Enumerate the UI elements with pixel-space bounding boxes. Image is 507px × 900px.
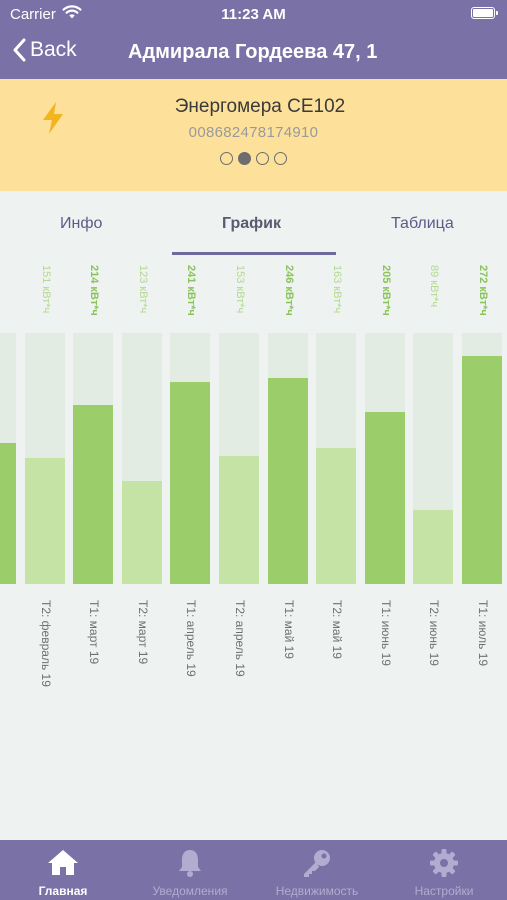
bar-value-label: 163 кВт*ч bbox=[331, 265, 344, 314]
bar[interactable] bbox=[0, 443, 16, 584]
bar-category-label: T2: апрель 19 bbox=[233, 600, 247, 677]
bar-value-label: 123 кВт*ч bbox=[136, 265, 149, 314]
status-bar: Carrier 11:23 AM bbox=[0, 0, 507, 28]
clock: 11:23 AM bbox=[221, 6, 286, 23]
consumption-chart[interactable]: 151 кВт*ч T2: февраль 19 214 кВт*ч T1: март… bbox=[0, 257, 507, 840]
bar-value-label: 241 кВт*ч bbox=[185, 265, 198, 316]
tab-chart[interactable]: График bbox=[222, 215, 281, 232]
bar-category-label: T2: март 19 bbox=[135, 600, 150, 665]
view-tabs: Инфо График Таблица bbox=[0, 191, 507, 257]
bar-value-label: 151 кВт*ч bbox=[39, 265, 52, 314]
wifi-icon bbox=[62, 4, 82, 24]
bar-category-label: T2: февраль 19 bbox=[38, 600, 53, 687]
bar-category-label: T2: май 19 bbox=[330, 600, 345, 659]
bar[interactable] bbox=[462, 356, 502, 584]
tabbar-label: Недвижимость bbox=[275, 884, 359, 898]
bar-category-label: T1: март 19 bbox=[87, 600, 102, 665]
bar-value-label: 205 кВт*ч bbox=[379, 265, 392, 316]
tabbar-home[interactable]: Главная bbox=[0, 840, 126, 900]
bar-value-label: 214 кВт*ч bbox=[88, 265, 101, 316]
bar[interactable] bbox=[73, 404, 114, 584]
meter-serial: 008682478174910 bbox=[188, 124, 319, 141]
page-dot[interactable] bbox=[274, 152, 287, 165]
tab-info[interactable]: Инфо bbox=[60, 215, 103, 232]
key-icon bbox=[254, 848, 380, 878]
page-indicator[interactable] bbox=[220, 152, 292, 165]
page-dot[interactable] bbox=[238, 152, 251, 165]
active-tab-indicator bbox=[172, 252, 336, 255]
navigation-bar: Back Адмирала Гордеева 47, 1 bbox=[0, 28, 507, 79]
bottom-tab-bar: Главная Уведомления Недвижимость bbox=[0, 840, 507, 900]
tab-table[interactable]: Таблица bbox=[391, 215, 454, 232]
bar[interactable] bbox=[24, 457, 65, 584]
bar-category-label: T2: июнь 19 bbox=[427, 600, 442, 666]
lightning-bolt-icon bbox=[40, 101, 66, 140]
carrier-label: Carrier bbox=[10, 6, 56, 23]
bar-value-label: 272 кВт*ч bbox=[477, 265, 489, 316]
tabbar-label: Главная bbox=[38, 884, 88, 898]
bar-category-label: T1: май 19 bbox=[281, 600, 296, 659]
page-title: Адмирала Гордеева 47, 1 bbox=[128, 41, 378, 63]
bar[interactable] bbox=[413, 509, 454, 584]
battery-icon bbox=[471, 7, 498, 19]
tabbar-notifications[interactable]: Уведомления bbox=[127, 840, 253, 900]
tabbar-property[interactable]: Недвижимость bbox=[254, 840, 380, 900]
bar-category-label: T1: июнь 19 bbox=[378, 600, 393, 666]
tabbar-settings[interactable]: Настройки bbox=[381, 840, 507, 900]
tabbar-label: Настройки bbox=[414, 884, 474, 898]
bar[interactable] bbox=[121, 481, 162, 584]
chevron-left-icon bbox=[13, 38, 26, 62]
back-label: Back bbox=[30, 38, 77, 61]
bar[interactable] bbox=[170, 382, 211, 584]
gear-icon bbox=[381, 848, 507, 878]
meter-name: Энергомера CE102 bbox=[174, 96, 346, 117]
bar-category-label: T1: апрель 19 bbox=[184, 600, 199, 677]
tabbar-label: Уведомления bbox=[152, 884, 228, 898]
bar-value-label: 246 кВт*ч bbox=[282, 265, 295, 316]
home-icon bbox=[0, 848, 126, 876]
bar[interactable] bbox=[267, 378, 308, 584]
back-button[interactable]: Back bbox=[12, 38, 77, 62]
bar-category-label: T1: июль 19 bbox=[476, 600, 490, 667]
bar-value-label: 153 кВт*ч bbox=[234, 265, 246, 314]
bar[interactable] bbox=[364, 412, 405, 584]
meter-carousel[interactable]: Энергомера CE102 008682478174910 bbox=[0, 79, 507, 191]
bar[interactable] bbox=[219, 455, 259, 584]
bar[interactable] bbox=[316, 447, 357, 584]
page-dot[interactable] bbox=[256, 152, 269, 165]
bar-value-label: 89 кВт*ч bbox=[428, 265, 441, 308]
page-dot[interactable] bbox=[220, 152, 233, 165]
bell-icon bbox=[127, 848, 253, 878]
